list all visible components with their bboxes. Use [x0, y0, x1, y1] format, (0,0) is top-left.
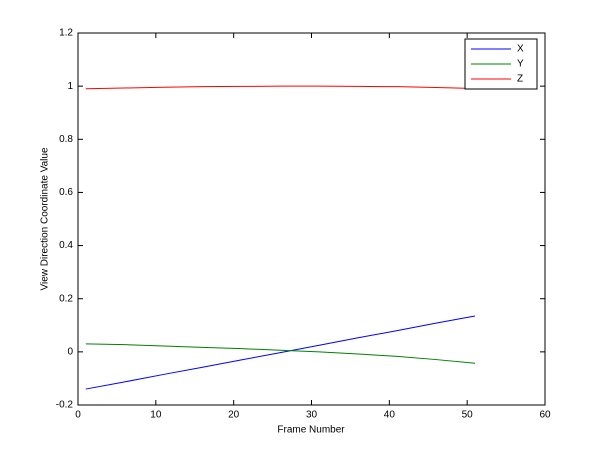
y-tick-label: 0.8 — [59, 134, 73, 145]
x-tick-label: 0 — [75, 410, 81, 421]
x-axis-label: Frame Number — [277, 425, 345, 436]
y-tick-label: 1.2 — [59, 28, 73, 39]
y-axis-label: View Direction Coordinate Value — [40, 147, 51, 290]
x-tick-label: 10 — [150, 410, 162, 421]
y-tick-label: -0.2 — [56, 400, 74, 411]
x-tick-label: 60 — [539, 410, 551, 421]
data-line — [85, 315, 476, 390]
y-tick-label: 0.4 — [59, 240, 73, 251]
legend-label: X — [517, 44, 524, 55]
plot-area — [77, 32, 546, 406]
y-tick-label: 0.6 — [59, 187, 73, 198]
x-tick-label: 20 — [228, 410, 240, 421]
y-tick-label: 0 — [67, 346, 73, 357]
x-tick-label: 30 — [306, 410, 318, 421]
y-tick-label: 0.2 — [59, 293, 73, 304]
x-tick-label: 50 — [462, 410, 474, 421]
data-line — [85, 85, 475, 90]
legend-label: Z — [517, 74, 523, 85]
y-tick-label: 1 — [67, 81, 73, 92]
legend-label: Y — [517, 59, 524, 70]
data-line — [85, 343, 475, 364]
x-tick-label: 40 — [384, 410, 396, 421]
